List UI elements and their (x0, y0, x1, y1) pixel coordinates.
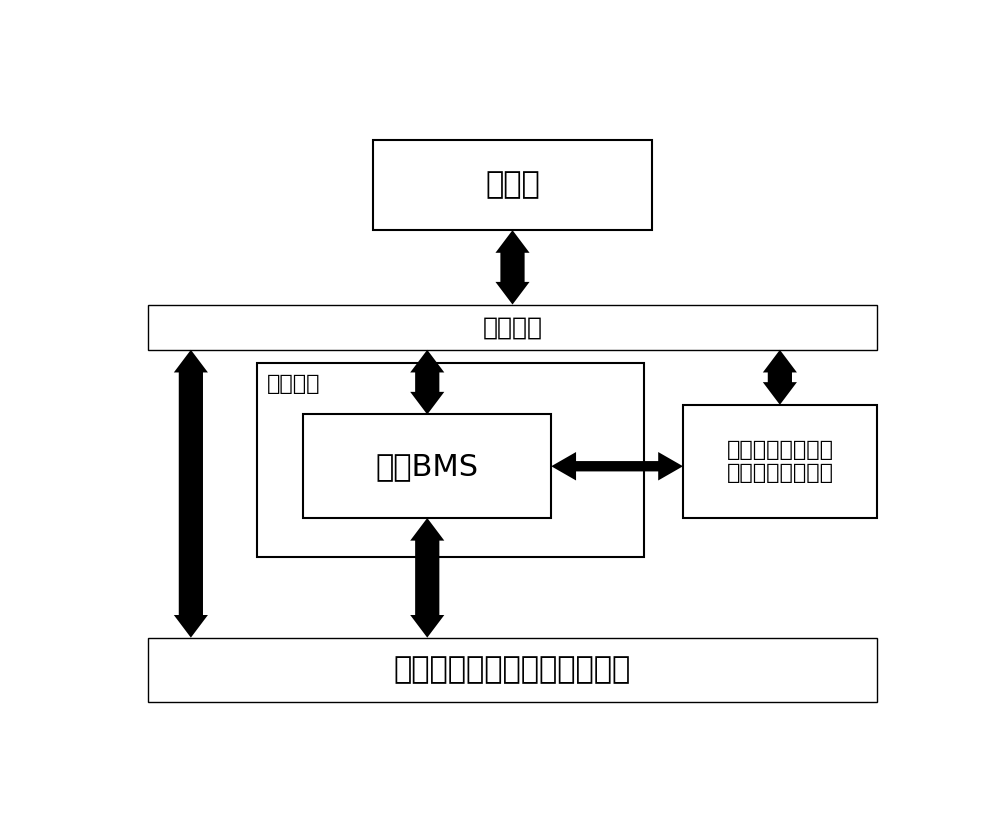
Polygon shape (174, 349, 208, 638)
Polygon shape (495, 230, 530, 305)
FancyBboxPatch shape (303, 414, 551, 518)
Text: 动力电池组的单体电池模拟器: 动力电池组的单体电池模拟器 (394, 655, 631, 685)
FancyBboxPatch shape (148, 638, 877, 702)
FancyBboxPatch shape (683, 405, 877, 518)
Polygon shape (410, 349, 444, 414)
Polygon shape (410, 518, 444, 638)
Text: 上位机: 上位机 (485, 171, 540, 199)
FancyBboxPatch shape (257, 363, 644, 557)
FancyBboxPatch shape (373, 139, 652, 230)
Text: 高低温筱: 高低温筱 (267, 375, 320, 395)
Text: 通信总线: 通信总线 (482, 315, 542, 339)
Polygon shape (551, 452, 683, 480)
FancyBboxPatch shape (148, 305, 877, 349)
Polygon shape (763, 349, 797, 405)
Text: 各种标准测试设备
（耐压测试仪等）: 各种标准测试设备 （耐压测试仪等） (726, 440, 833, 483)
Text: 待测BMS: 待测BMS (376, 452, 479, 480)
